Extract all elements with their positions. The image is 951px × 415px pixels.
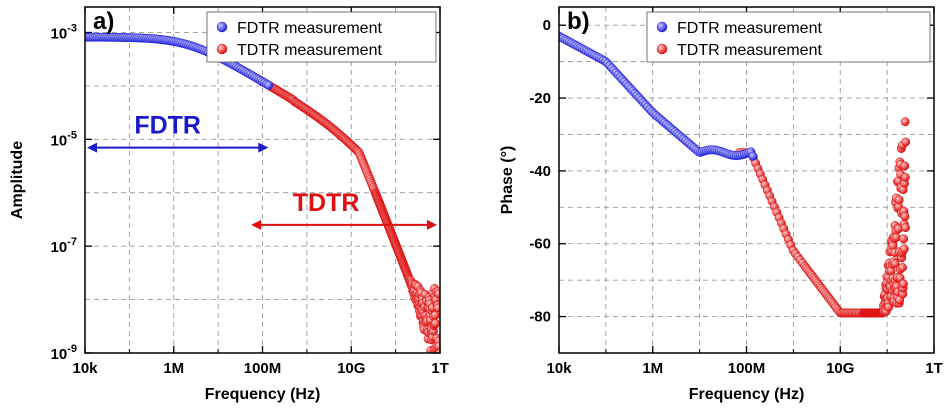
x-tick-label: 1T — [925, 360, 943, 377]
x-tick-label: 100M — [244, 360, 282, 377]
y-tick-label: -40 — [529, 163, 551, 180]
panel-a-amplitude-chart: 10k 1M 100M 10G 1T 10-9 10-7 10-5 10-3 Frequency … — [9, 6, 449, 403]
tdtr-data-point — [898, 263, 907, 272]
y-tick-label: 10-7 — [51, 236, 77, 256]
legend-box — [646, 11, 931, 63]
x-axis-label: Frequency (Hz) — [689, 386, 805, 403]
y-axis-label: Amplitude — [9, 141, 26, 219]
legend-tdtr-label: TDTR measurement — [677, 42, 822, 59]
y-tick-label: -60 — [529, 236, 551, 253]
legend-tdtr-marker — [216, 43, 228, 55]
y-tick-label: -80 — [529, 309, 551, 326]
tdtr-data-point — [900, 161, 910, 171]
tdtr-data-point — [900, 117, 910, 127]
annotation-arrow-head-left — [87, 142, 97, 153]
legend-fdtr-marker — [216, 21, 228, 33]
fdtr-data-point — [264, 80, 274, 90]
fdtr-data-point — [748, 151, 758, 161]
tdtr-data-point — [901, 137, 911, 147]
panel-b-phase-chart: 10k 1M 100M 10G 1T -80 -60 -40 -20 0 Frequency (Hz… — [499, 6, 943, 403]
tdtr-region-annotation: TDTR — [251, 189, 437, 230]
annotation-label: TDTR — [293, 189, 360, 217]
data-markers — [559, 31, 911, 318]
x-tick-label: 10G — [337, 360, 365, 377]
legend: FDTR measurement TDTR measurement — [646, 11, 931, 63]
data-markers — [85, 32, 440, 353]
annotation-arrow-head-left — [251, 219, 262, 230]
legend-fdtr-label: FDTR measurement — [677, 20, 822, 37]
tdtr-data-point — [899, 244, 909, 254]
y-tick-label: 10-3 — [51, 22, 77, 42]
y-tick-label: 0 — [543, 17, 551, 34]
legend: FDTR measurement TDTR measurement — [206, 11, 437, 63]
panel-label: b) — [567, 8, 590, 35]
y-tick-label: -20 — [529, 90, 551, 107]
tdtr-data-point — [898, 279, 908, 289]
x-tick-label: 1T — [431, 360, 449, 377]
x-tick-label: 10k — [546, 360, 572, 377]
tdtr-data-point — [901, 223, 910, 233]
x-tick-label: 1M — [163, 360, 184, 377]
tdtr-data-point — [891, 233, 901, 242]
tdtr-data-point — [900, 212, 910, 221]
legend-fdtr-marker — [656, 21, 668, 33]
legend-tdtr-marker — [656, 43, 668, 55]
panel-label: a) — [93, 8, 114, 35]
tdtr-data-point — [900, 172, 910, 182]
x-tick-label: 10G — [826, 360, 854, 377]
y-tick-label: 10-5 — [51, 129, 77, 149]
tdtr-data-point — [434, 289, 440, 299]
tdtr-data-point — [433, 303, 440, 313]
annotation-arrow-head-right — [427, 219, 437, 230]
annotation-arrow-head-right — [258, 142, 269, 153]
legend-fdtr-label: FDTR measurement — [237, 20, 382, 37]
y-tick-label: 10-9 — [51, 343, 77, 363]
y-axis-label: Phase (°) — [499, 146, 516, 215]
x-axis-label: Frequency (Hz) — [205, 386, 321, 403]
x-tick-label: 100M — [728, 360, 766, 377]
tdtr-data-point — [431, 318, 440, 328]
fdtr-region-annotation: FDTR — [87, 112, 269, 153]
legend-box — [206, 11, 437, 63]
x-tick-label: 1M — [642, 360, 663, 377]
annotation-label: FDTR — [134, 112, 201, 140]
tdtr-data-point — [899, 234, 909, 244]
tdtr-data-point — [890, 259, 900, 269]
plot-frame — [84, 6, 441, 354]
grid-lines — [559, 7, 934, 353]
grid-lines — [85, 7, 440, 353]
legend-tdtr-label: TDTR measurement — [237, 42, 382, 59]
x-tick-label: 10k — [72, 360, 98, 377]
plot-frame — [558, 6, 935, 354]
tdtr-data-point — [894, 195, 904, 205]
